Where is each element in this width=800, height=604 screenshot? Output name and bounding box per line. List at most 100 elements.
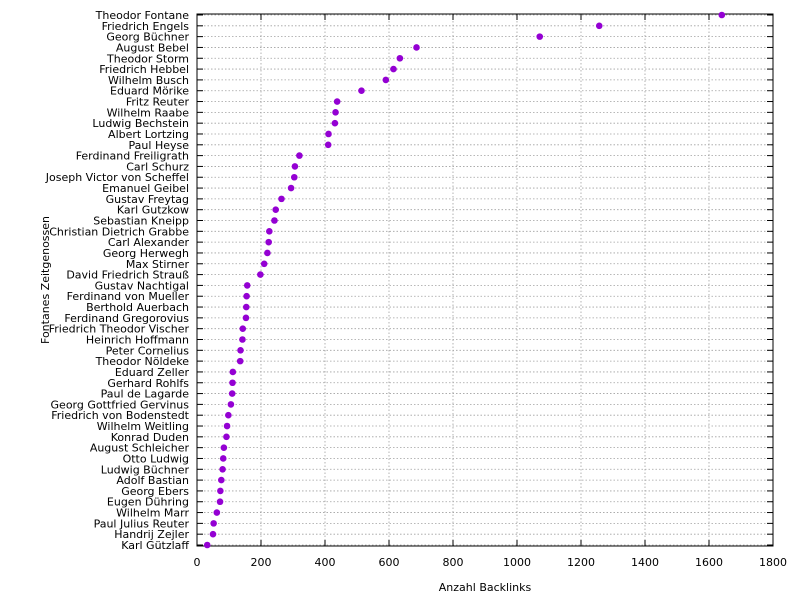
data-point xyxy=(296,152,303,159)
data-point xyxy=(220,444,228,451)
data-point xyxy=(291,163,299,170)
category-label: Ferdinand Freiligrath xyxy=(76,150,189,163)
data-point xyxy=(216,498,224,506)
category-label: Ferdinand Gregorovius xyxy=(64,312,189,325)
category-label: Gerhard Rohlfs xyxy=(107,377,189,390)
category-label: Joseph Victor von Scheffel xyxy=(45,171,189,184)
x-tick-label: 800 xyxy=(443,556,464,569)
data-point xyxy=(290,173,298,181)
category-label: Adolf Bastian xyxy=(116,474,189,487)
category-label: Theodor Fontane xyxy=(95,9,190,22)
category-label: David Friedrich Strauß xyxy=(66,269,189,282)
data-point xyxy=(260,260,268,268)
category-label: Theodor Storm xyxy=(106,52,189,65)
category-label: August Bebel xyxy=(116,41,189,54)
category-label: Theodor Nöldeke xyxy=(95,355,190,368)
data-point xyxy=(227,401,235,408)
category-label: Paul de Lagarde xyxy=(101,388,190,401)
category-label: Wilhelm Raabe xyxy=(107,106,190,119)
data-point xyxy=(217,487,224,495)
data-points xyxy=(203,11,726,549)
category-label: Eduard Mörike xyxy=(110,85,189,98)
x-tick-label: 600 xyxy=(379,556,400,569)
category-label: Karl Gützlaff xyxy=(121,539,189,552)
data-point xyxy=(210,520,217,527)
tick-marks xyxy=(196,14,774,546)
category-label: Ludwig Büchner xyxy=(101,463,190,476)
category-label: Konrad Duden xyxy=(111,431,189,444)
data-point xyxy=(243,292,250,300)
data-point xyxy=(237,347,244,354)
category-label: Otto Ludwig xyxy=(123,452,189,465)
category-label: Paul Julius Reuter xyxy=(94,517,190,530)
data-point xyxy=(287,184,295,192)
x-tick-label: 1800 xyxy=(759,556,787,569)
x-tick-label: 0 xyxy=(194,556,201,569)
category-label: Gustav Nachtigal xyxy=(95,279,189,292)
data-point xyxy=(332,109,339,116)
data-point xyxy=(236,357,244,365)
data-point xyxy=(229,368,237,376)
x-tick-label: 1200 xyxy=(567,556,595,569)
data-point xyxy=(228,390,236,397)
data-point xyxy=(257,271,264,278)
category-label: Carl Alexander xyxy=(108,236,190,249)
data-point xyxy=(242,314,250,322)
x-tick-label: 200 xyxy=(251,556,272,569)
data-point xyxy=(718,11,726,19)
data-point xyxy=(243,282,251,289)
category-label: Sebastian Kneipp xyxy=(93,215,189,228)
x-axis-label: Anzahl Backlinks xyxy=(439,581,532,594)
data-point xyxy=(213,509,221,516)
data-point xyxy=(266,228,273,235)
category-label: Berthold Auerbach xyxy=(86,301,189,314)
data-point xyxy=(219,455,227,462)
data-point xyxy=(239,336,246,343)
category-label: Ludwig Bechstein xyxy=(92,117,189,130)
data-point xyxy=(413,44,420,51)
x-tick-label: 1400 xyxy=(631,556,659,569)
plot-frame xyxy=(196,13,774,547)
data-point xyxy=(331,119,339,127)
category-label: Carl Schurz xyxy=(126,160,189,173)
data-point xyxy=(223,433,230,441)
grid xyxy=(197,14,773,546)
category-label: Friedrich von Bodenstedt xyxy=(51,409,189,422)
data-point xyxy=(219,465,226,473)
x-tick-label: 1000 xyxy=(503,556,531,569)
category-label: Emanuel Geibel xyxy=(102,182,189,195)
data-point xyxy=(382,76,390,84)
data-point xyxy=(229,379,236,387)
category-label: Heinrich Hoffmann xyxy=(86,333,189,346)
data-point xyxy=(223,422,231,430)
category-label: Peter Cornelius xyxy=(106,344,190,357)
data-point xyxy=(203,541,211,549)
data-point xyxy=(278,195,285,203)
x-tick-labels: 0 200 400 600 800 1000 1200 1400 1600 1800 xyxy=(194,556,788,569)
data-point xyxy=(225,411,232,419)
category-label: Georg Büchner xyxy=(106,31,189,44)
category-label: Georg Herwegh xyxy=(103,247,189,260)
category-label: Friedrich Engels xyxy=(102,20,190,33)
category-label: Albert Lortzing xyxy=(108,128,189,141)
y-axis-label: Fontanes Zeitgenossen xyxy=(39,216,52,344)
category-label: August Schleicher xyxy=(90,442,190,455)
data-point xyxy=(265,238,272,246)
data-point xyxy=(209,530,217,538)
category-label: Gustav Freytag xyxy=(106,193,189,206)
data-point xyxy=(239,325,247,332)
x-tick-label: 400 xyxy=(315,556,336,569)
data-point xyxy=(272,206,280,213)
category-label: Christian Dietrich Grabbe xyxy=(49,225,189,238)
data-point xyxy=(333,98,341,105)
category-label: Wilhelm Busch xyxy=(108,74,189,87)
data-point xyxy=(264,249,271,257)
category-label: Fritz Reuter xyxy=(126,96,190,109)
data-point xyxy=(271,217,278,224)
data-point xyxy=(218,476,225,484)
category-label: Georg Ebers xyxy=(121,485,189,498)
category-label: Paul Heyse xyxy=(129,139,190,152)
